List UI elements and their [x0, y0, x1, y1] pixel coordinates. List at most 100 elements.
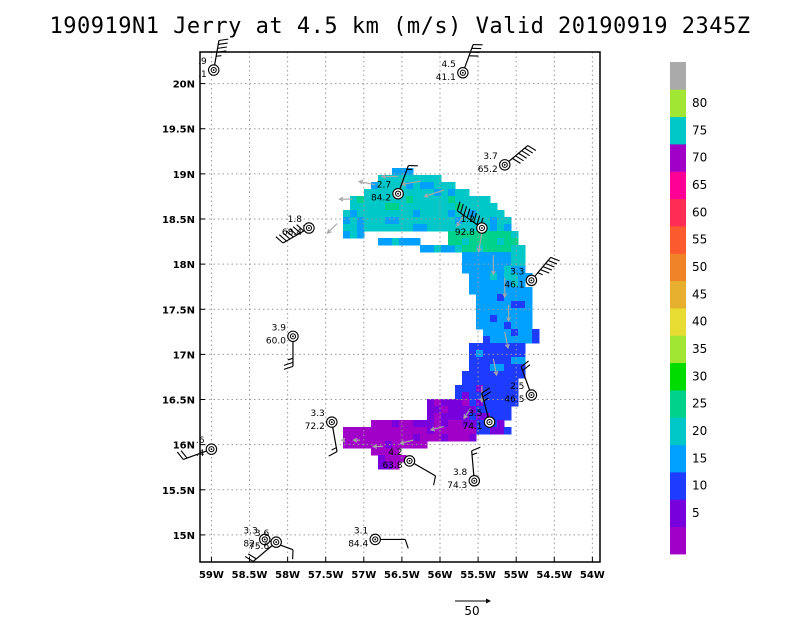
swath-cell	[385, 182, 393, 190]
colorbar-segment	[670, 472, 686, 500]
swath-cell	[511, 378, 519, 386]
swath-cell	[399, 217, 407, 225]
swath-cell	[427, 413, 435, 421]
swath-cell	[427, 210, 435, 218]
swath-cell	[490, 203, 498, 211]
swath-cell	[476, 238, 484, 246]
chart-title: 190919N1 Jerry at 4.5 km (m/s) Valid 201…	[49, 14, 751, 39]
wind-barb-feather	[283, 365, 294, 370]
colorbar-segment	[670, 308, 686, 336]
wind-vector-head	[493, 370, 499, 377]
swath-cell	[427, 245, 435, 253]
wind-barb-feather	[537, 272, 543, 276]
swath-cell	[392, 168, 400, 176]
swath-cell	[497, 238, 505, 246]
swath-cell	[420, 427, 428, 435]
swath-cell	[413, 182, 421, 190]
wind-barb-feather	[547, 259, 558, 265]
station-ring-inner	[478, 224, 486, 232]
x-tick-label: 55W	[504, 570, 529, 581]
swath-cell	[518, 343, 526, 351]
swath-cell	[392, 441, 400, 449]
x-tick-label: 56.5W	[384, 570, 420, 581]
swath-cell	[469, 231, 477, 239]
swath-cell	[497, 301, 505, 309]
wind-barb-feather	[460, 203, 464, 214]
swath-cell	[483, 266, 491, 274]
swath-cell	[462, 252, 470, 260]
wind-vector-head	[338, 196, 344, 202]
observation-bottom-value: 63.8	[382, 461, 402, 471]
swath-cell	[455, 196, 463, 204]
swath-cell	[413, 434, 421, 442]
swath-cell	[483, 196, 491, 204]
swath-cell	[441, 196, 449, 204]
wind-vector-head	[423, 193, 429, 198]
x-tick-label: 54W	[580, 570, 605, 581]
swath-cell	[399, 420, 407, 428]
swath-cell	[406, 224, 414, 232]
swath-cell	[392, 196, 400, 204]
swath-cell	[392, 203, 400, 211]
swath-cell	[448, 238, 456, 246]
swath-cell	[371, 182, 379, 190]
wind-vector-head	[502, 293, 508, 299]
wind-vector-head	[352, 437, 358, 443]
swath-cell	[490, 210, 498, 218]
swath-cell	[476, 196, 484, 204]
swath-cell	[497, 266, 505, 274]
station-dot	[308, 227, 310, 229]
swath-cell	[476, 287, 484, 295]
swath-cell	[399, 455, 407, 463]
swath-cell	[378, 434, 386, 442]
swath-cell	[497, 294, 505, 302]
observation-top-value: 1.2	[461, 215, 475, 225]
swath-cell	[497, 343, 505, 351]
swath-cell	[476, 322, 484, 330]
swath-cell	[385, 441, 393, 449]
y-tick-label: 17N	[173, 350, 195, 361]
wind-barb-feather	[520, 360, 529, 368]
swath-cell	[511, 399, 519, 407]
wind-vector-head	[476, 247, 482, 253]
swath-cell	[406, 441, 414, 449]
wind-vectors	[326, 174, 512, 449]
swath-cell	[350, 210, 358, 218]
observation: 2.5 46.5	[504, 360, 538, 405]
wind-barb-staff	[508, 145, 529, 163]
swath-cell	[392, 455, 400, 463]
swath-cell	[399, 210, 407, 218]
swath-cell	[511, 231, 519, 239]
swath-cell	[497, 245, 505, 253]
swath-cell	[455, 434, 463, 442]
swath-cell	[448, 420, 456, 428]
swath-cell	[420, 189, 428, 197]
swath-cell	[462, 392, 470, 400]
swath-cell	[364, 434, 372, 442]
wind-barb-feather	[404, 539, 409, 549]
swath-cell	[371, 420, 379, 428]
swath-cell	[455, 385, 463, 393]
swath-cell	[490, 273, 498, 281]
swath-cell	[378, 238, 386, 246]
swath-cell	[371, 441, 379, 449]
y-tick-label: 19.5N	[162, 125, 195, 136]
swath-cell	[406, 427, 414, 435]
swath-cell	[504, 280, 512, 288]
swath-cell	[462, 266, 470, 274]
observation-top-value: 1.8	[288, 215, 303, 225]
swath-cell	[469, 392, 477, 400]
swath-cell	[490, 280, 498, 288]
swath-cell	[483, 364, 491, 372]
swath-cell	[441, 182, 449, 190]
wind-barb-feather	[275, 236, 284, 244]
swath-cell	[497, 287, 505, 295]
colorbar-label: 15	[692, 451, 707, 465]
swath-cell	[511, 315, 519, 323]
swath-cell	[518, 266, 526, 274]
swath-cell	[483, 322, 491, 330]
station-dot	[530, 394, 533, 396]
swath-cell	[476, 301, 484, 309]
observation-top-value: 3.5	[468, 409, 482, 419]
wind-barb-staff	[213, 40, 220, 66]
